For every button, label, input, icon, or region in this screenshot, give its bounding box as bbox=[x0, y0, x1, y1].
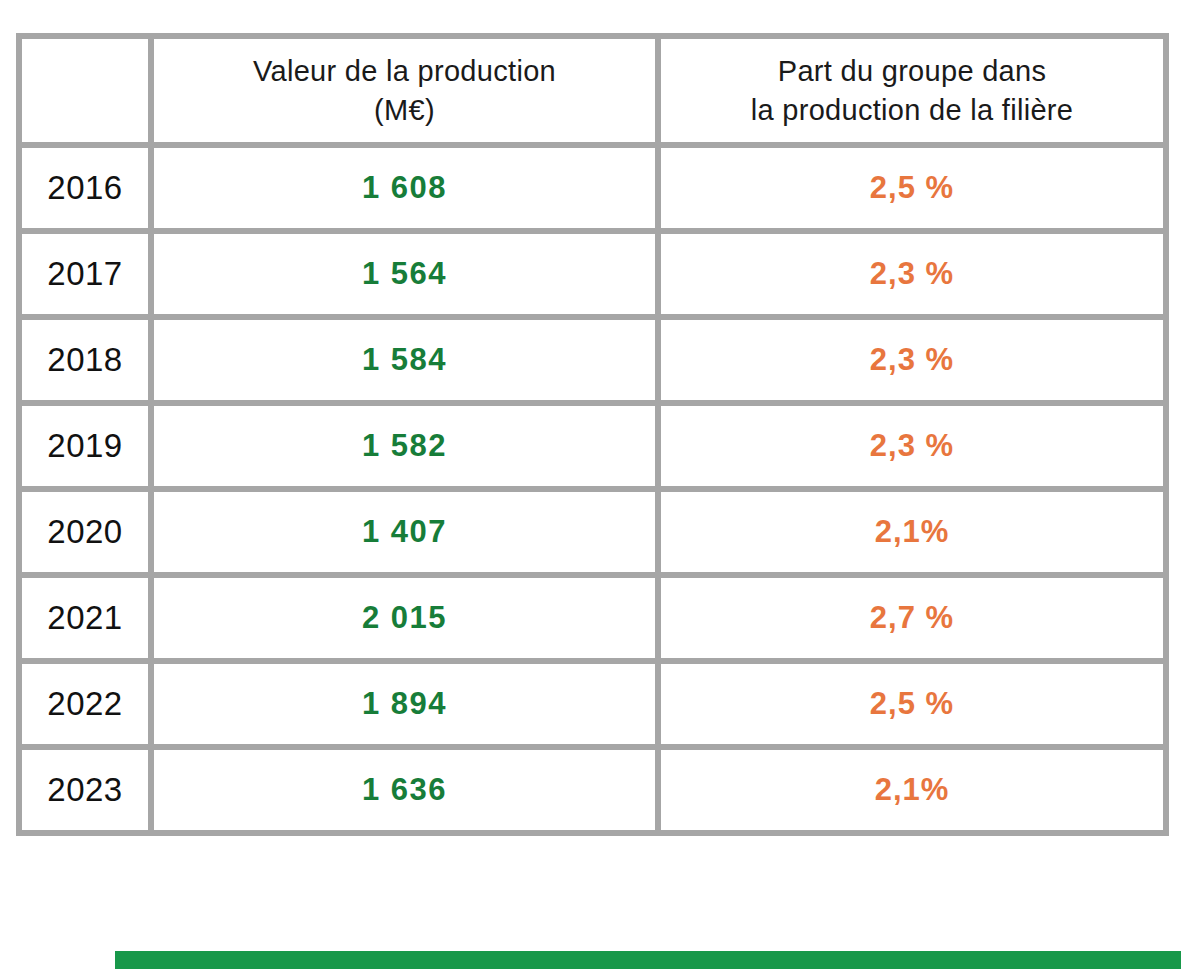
production-value: 2 015 bbox=[151, 575, 658, 661]
year-label: 2022 bbox=[19, 661, 151, 747]
header-production-value-line1: Valeur de la production bbox=[253, 55, 556, 87]
year-label: 2017 bbox=[19, 231, 151, 317]
group-share-value: 2,3 % bbox=[658, 231, 1166, 317]
header-group-share-line2: la production de la filière bbox=[751, 94, 1073, 126]
group-share-value: 2,5 % bbox=[658, 661, 1166, 747]
table-row: 2019 1 582 2,3 % bbox=[19, 403, 1166, 489]
table-row: 2023 1 636 2,1% bbox=[19, 747, 1166, 833]
year-label: 2016 bbox=[19, 145, 151, 231]
group-share-value: 2,1% bbox=[658, 489, 1166, 575]
year-label: 2019 bbox=[19, 403, 151, 489]
production-value: 1 894 bbox=[151, 661, 658, 747]
year-label: 2020 bbox=[19, 489, 151, 575]
production-value: 1 636 bbox=[151, 747, 658, 833]
group-share-value: 2,1% bbox=[658, 747, 1166, 833]
year-label: 2023 bbox=[19, 747, 151, 833]
table-row: 2022 1 894 2,5 % bbox=[19, 661, 1166, 747]
production-table: Valeur de la production (M€) Part du gro… bbox=[16, 33, 1169, 836]
table-row: 2021 2 015 2,7 % bbox=[19, 575, 1166, 661]
header-production-value: Valeur de la production (M€) bbox=[151, 36, 658, 145]
year-label: 2018 bbox=[19, 317, 151, 403]
production-value: 1 564 bbox=[151, 231, 658, 317]
production-value: 1 584 bbox=[151, 317, 658, 403]
table-row: 2017 1 564 2,3 % bbox=[19, 231, 1166, 317]
bottom-green-accent-bar bbox=[115, 951, 1181, 969]
production-value: 1 407 bbox=[151, 489, 658, 575]
group-share-value: 2,7 % bbox=[658, 575, 1166, 661]
header-group-share-line1: Part du groupe dans bbox=[778, 55, 1047, 87]
table-header-row: Valeur de la production (M€) Part du gro… bbox=[19, 36, 1166, 145]
year-label: 2021 bbox=[19, 575, 151, 661]
header-group-share: Part du groupe dans la production de la … bbox=[658, 36, 1166, 145]
table-row: 2016 1 608 2,5 % bbox=[19, 145, 1166, 231]
group-share-value: 2,3 % bbox=[658, 317, 1166, 403]
production-value: 1 582 bbox=[151, 403, 658, 489]
header-production-value-line2: (M€) bbox=[374, 94, 435, 126]
group-share-value: 2,3 % bbox=[658, 403, 1166, 489]
production-value: 1 608 bbox=[151, 145, 658, 231]
group-share-value: 2,5 % bbox=[658, 145, 1166, 231]
production-table-wrap: Valeur de la production (M€) Part du gro… bbox=[16, 33, 1169, 836]
table-row: 2018 1 584 2,3 % bbox=[19, 317, 1166, 403]
corner-empty-cell bbox=[19, 36, 151, 145]
table-row: 2020 1 407 2,1% bbox=[19, 489, 1166, 575]
infographic-canvas: Valeur de la production (M€) Part du gro… bbox=[0, 0, 1181, 969]
